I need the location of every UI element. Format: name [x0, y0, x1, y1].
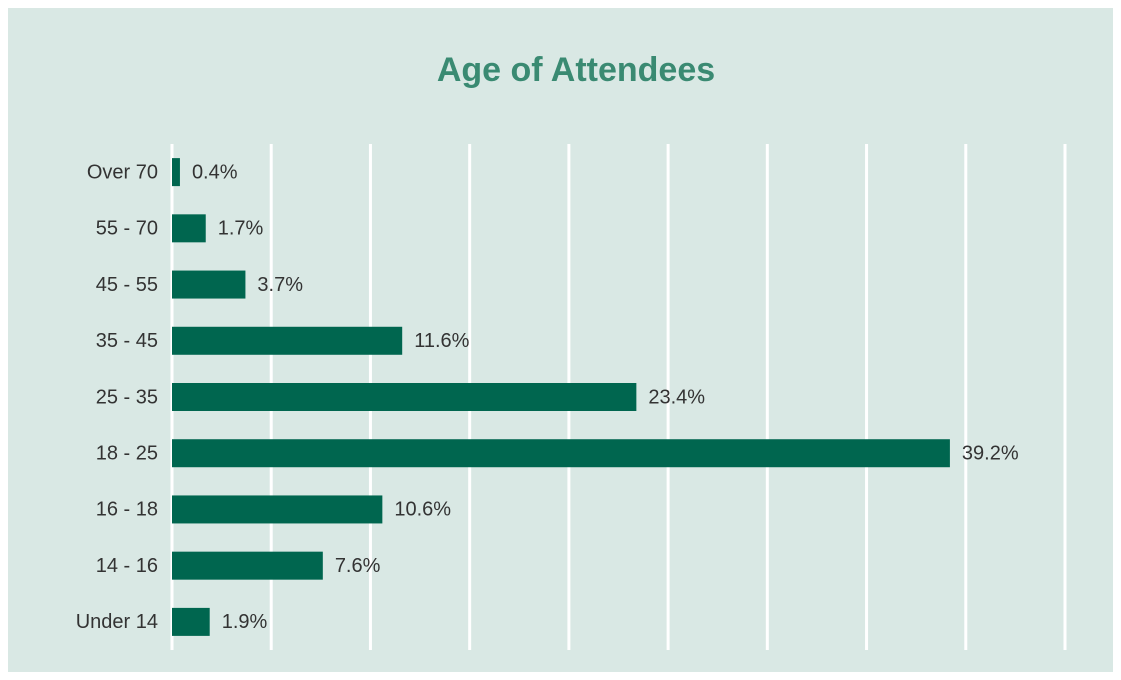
y-tick-label: 35 - 45 — [96, 330, 158, 352]
bar — [172, 551, 323, 580]
data-label: 23.4% — [648, 386, 705, 408]
y-tick-label: 25 - 35 — [96, 386, 158, 408]
y-tick-label: 55 - 70 — [96, 218, 158, 240]
bar — [172, 158, 180, 187]
data-label: 7.6% — [335, 555, 381, 577]
data-label: 3.7% — [257, 274, 303, 296]
y-tick-label: 14 - 16 — [96, 555, 158, 577]
bar — [172, 495, 383, 524]
y-tick-label: Over 70 — [87, 161, 158, 183]
bar — [172, 270, 246, 299]
data-label: 0.4% — [192, 161, 238, 183]
y-tick-label: 18 - 25 — [96, 443, 158, 465]
bar — [172, 607, 210, 636]
chart-title: Age of Attendees — [437, 51, 715, 89]
bar — [172, 326, 403, 355]
bar — [172, 439, 950, 468]
data-label: 11.6% — [414, 330, 469, 352]
bar — [172, 383, 637, 411]
y-tick-label: 45 - 55 — [96, 274, 158, 296]
data-label: 1.9% — [222, 611, 268, 633]
bar — [172, 214, 206, 243]
y-tick-label: 16 - 18 — [96, 499, 158, 521]
y-tick-label: Under 14 — [76, 611, 158, 633]
data-label: 39.2% — [962, 443, 1019, 465]
data-label: 1.7% — [218, 218, 264, 240]
data-label: 10.6% — [394, 499, 451, 521]
